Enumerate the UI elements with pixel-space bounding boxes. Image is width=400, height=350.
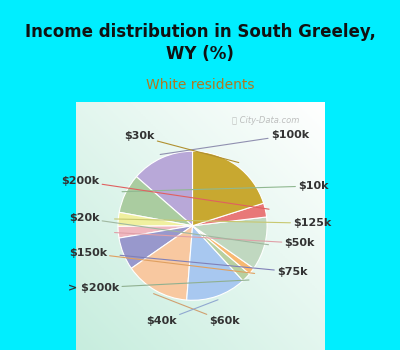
Wedge shape <box>187 226 243 300</box>
Text: $20k: $20k <box>69 213 268 245</box>
Text: $60k: $60k <box>154 294 240 327</box>
Text: $200k: $200k <box>61 176 269 209</box>
Wedge shape <box>131 226 192 300</box>
Text: $150k: $150k <box>69 248 255 273</box>
Text: White residents: White residents <box>146 78 254 92</box>
Wedge shape <box>118 212 192 226</box>
Wedge shape <box>192 226 254 274</box>
Text: > $200k: > $200k <box>68 280 249 293</box>
Text: $125k: $125k <box>114 218 332 228</box>
Wedge shape <box>192 226 250 281</box>
Text: $100k: $100k <box>160 130 309 154</box>
Text: Income distribution in South Greeley,
WY (%): Income distribution in South Greeley, WY… <box>24 23 376 63</box>
Wedge shape <box>192 217 267 268</box>
Wedge shape <box>119 226 192 268</box>
Wedge shape <box>119 177 192 226</box>
Text: $10k: $10k <box>122 181 329 192</box>
Text: $75k: $75k <box>120 255 308 277</box>
Text: $30k: $30k <box>124 131 239 162</box>
Text: ⓘ City-Data.com: ⓘ City-Data.com <box>232 117 300 125</box>
Wedge shape <box>192 203 266 226</box>
Text: $50k: $50k <box>114 232 315 248</box>
Text: $40k: $40k <box>146 300 218 327</box>
Wedge shape <box>136 151 192 226</box>
Wedge shape <box>118 226 192 238</box>
Wedge shape <box>192 151 264 226</box>
